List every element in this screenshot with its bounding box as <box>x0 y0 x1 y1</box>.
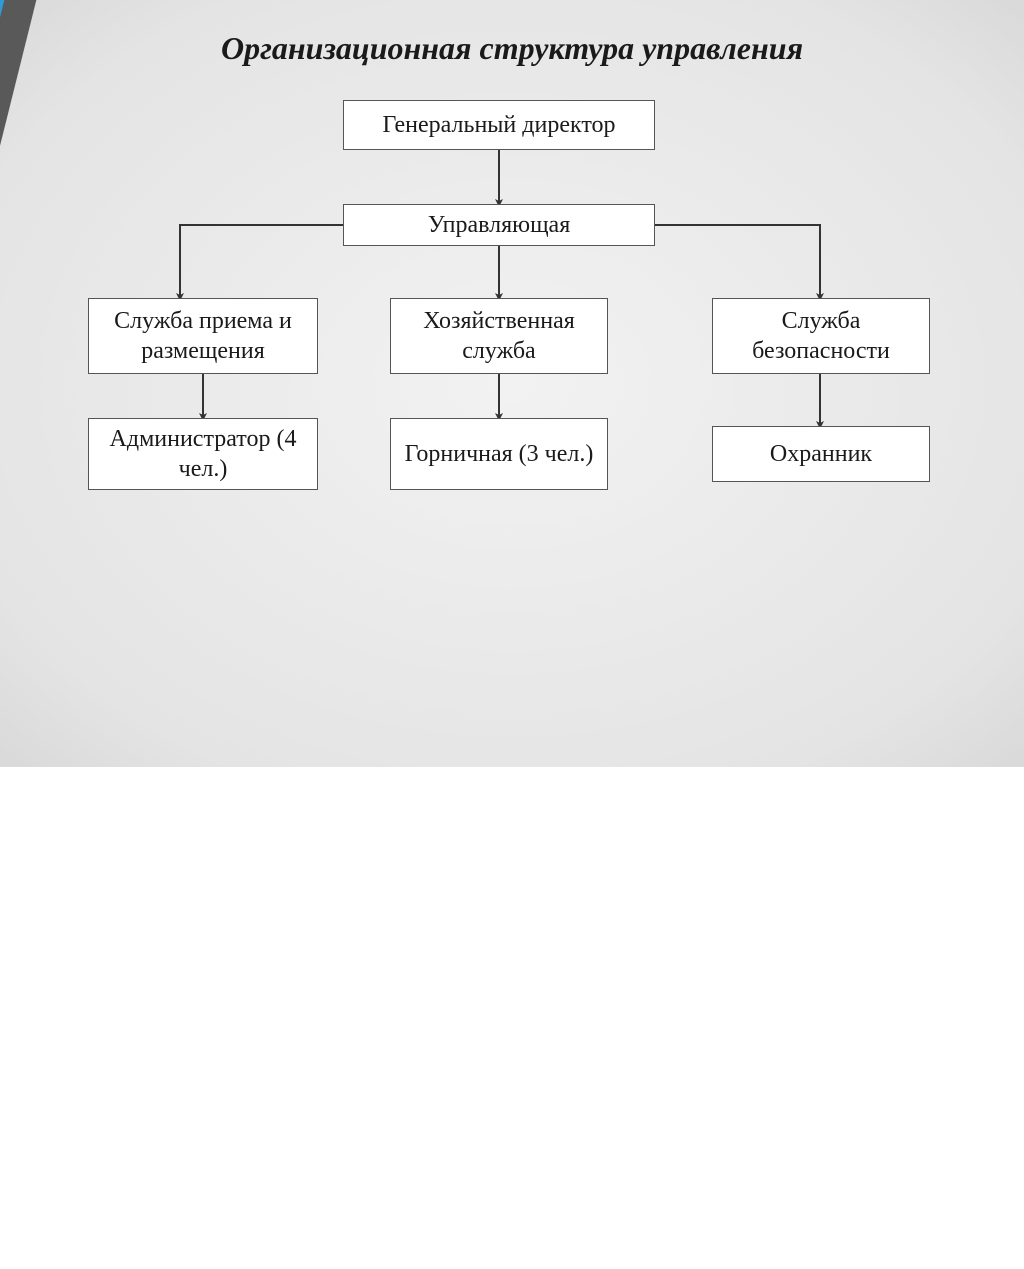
node-label: Горничная (3 чел.) <box>405 439 594 469</box>
node-guard: Охранник <box>712 426 930 482</box>
node-manager: Управляющая <box>343 204 655 246</box>
node-label: Служба безопасности <box>721 306 921 366</box>
node-label: Хозяйственная служба <box>399 306 599 366</box>
node-label: Генеральный директор <box>382 110 615 140</box>
node-general-director: Генеральный директор <box>343 100 655 150</box>
slide-title: Организационная структура управления <box>0 30 1024 67</box>
node-label: Охранник <box>770 439 872 469</box>
node-household-service: Хозяйственная служба <box>390 298 608 374</box>
node-label: Служба приема и размещения <box>97 306 309 366</box>
node-security-service: Служба безопасности <box>712 298 930 374</box>
node-label: Администратор (4 чел.) <box>97 424 309 484</box>
node-label: Управляющая <box>428 210 571 240</box>
node-reception-service: Служба приема и размещения <box>88 298 318 374</box>
node-administrator: Администратор (4 чел.) <box>88 418 318 490</box>
node-maid: Горничная (3 чел.) <box>390 418 608 490</box>
